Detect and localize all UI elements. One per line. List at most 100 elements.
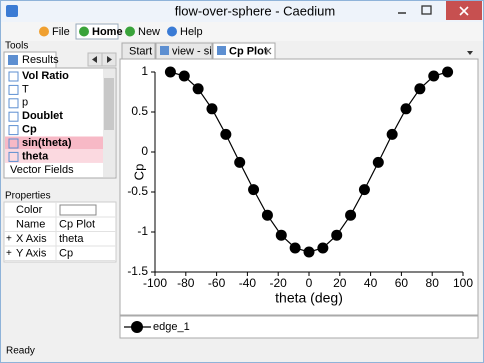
close-button[interactable] bbox=[446, 1, 482, 20]
item-highlight bbox=[5, 149, 103, 163]
ribbon bbox=[1, 22, 483, 41]
x-tick-label: 20 bbox=[333, 276, 347, 290]
data-point bbox=[289, 242, 301, 254]
data-point bbox=[345, 209, 357, 221]
vector-fields-group: Vector Fields bbox=[10, 164, 74, 176]
x-tick-label: -20 bbox=[270, 276, 288, 290]
document-tab-label: Cp Plot bbox=[229, 45, 268, 57]
prop-value: theta bbox=[59, 233, 84, 245]
expand-toggle: + bbox=[6, 234, 12, 245]
data-point bbox=[234, 156, 246, 168]
x-tick-label: -40 bbox=[239, 276, 257, 290]
item-icon bbox=[8, 111, 19, 122]
x-tick-label: -80 bbox=[177, 276, 195, 290]
ribbon-icon bbox=[79, 26, 89, 37]
prop-value: Cp Plot bbox=[59, 218, 95, 230]
data-point bbox=[428, 70, 440, 82]
legend-marker bbox=[131, 321, 143, 333]
x-tick-label: 80 bbox=[426, 276, 440, 290]
app-icon bbox=[6, 5, 18, 17]
legend-panel bbox=[119, 315, 479, 339]
color-swatch[interactable] bbox=[59, 204, 97, 216]
maximize-button[interactable] bbox=[421, 5, 432, 15]
scroll-thumb[interactable] bbox=[104, 78, 114, 130]
item-icon bbox=[8, 84, 19, 95]
item-icon bbox=[8, 125, 19, 136]
results-tab-label: Results bbox=[22, 54, 59, 66]
result-item[interactable]: Cp bbox=[22, 124, 37, 136]
data-point bbox=[400, 103, 412, 115]
item-icon bbox=[8, 71, 19, 82]
arrow bbox=[107, 56, 112, 63]
result-item[interactable]: sin(theta) bbox=[22, 137, 72, 149]
tools-label: Tools bbox=[5, 41, 28, 52]
x-tick-label: 40 bbox=[364, 276, 378, 290]
result-item[interactable]: theta bbox=[22, 150, 49, 162]
arrow bbox=[92, 56, 97, 63]
legend-label: edge_1 bbox=[153, 321, 190, 333]
item-icon bbox=[8, 98, 19, 109]
result-item[interactable]: T bbox=[22, 83, 29, 95]
prop-value: Cp bbox=[59, 247, 73, 259]
prop-label: Y Axis bbox=[16, 247, 47, 259]
tab-close[interactable] bbox=[264, 47, 272, 55]
title-bar bbox=[1, 1, 483, 22]
item-icon bbox=[8, 138, 19, 149]
ribbon-icon bbox=[125, 26, 135, 37]
x-tick-label: -100 bbox=[143, 276, 167, 290]
data-point bbox=[248, 184, 260, 196]
data-point bbox=[261, 209, 273, 221]
data-point bbox=[358, 184, 370, 196]
properties-label: Properties bbox=[5, 191, 51, 202]
x-tick-label: 0 bbox=[306, 276, 313, 290]
prop-label: X Axis bbox=[16, 233, 47, 245]
ribbon-tab[interactable]: New bbox=[138, 26, 160, 38]
y-tick-label: 0 bbox=[141, 144, 148, 158]
ribbon-icon bbox=[39, 26, 49, 37]
result-item[interactable]: p bbox=[22, 97, 28, 109]
ribbon-tab[interactable]: File bbox=[52, 26, 70, 38]
status-text: Ready bbox=[6, 346, 35, 357]
x-tick-label: -60 bbox=[208, 276, 226, 290]
y-tick-label: -0.5 bbox=[127, 184, 148, 198]
x-tick-label: 60 bbox=[395, 276, 409, 290]
data-point bbox=[206, 103, 218, 115]
y-tick-label: -1 bbox=[137, 224, 148, 238]
document-tab-label: Start bbox=[129, 45, 152, 57]
data-point bbox=[442, 66, 454, 78]
expand-toggle: + bbox=[6, 248, 12, 259]
item-icon bbox=[8, 151, 19, 162]
data-point bbox=[178, 70, 190, 82]
result-item[interactable]: Doublet bbox=[22, 110, 63, 122]
data-point bbox=[331, 229, 343, 241]
plot-panel bbox=[119, 58, 479, 316]
results-icon bbox=[8, 55, 18, 65]
result-item[interactable]: Vol Ratio bbox=[22, 70, 69, 82]
y-axis-label: Cp bbox=[131, 164, 146, 181]
window-title: flow-over-sphere - Caedium bbox=[175, 3, 335, 18]
prop-label: Name bbox=[16, 218, 45, 230]
data-point bbox=[386, 128, 398, 140]
y-tick-label: 1 bbox=[141, 64, 148, 78]
data-point bbox=[303, 246, 315, 258]
item-highlight bbox=[5, 136, 103, 150]
tab-menu[interactable] bbox=[467, 51, 473, 55]
y-tick-label: 0.5 bbox=[131, 104, 148, 118]
data-point bbox=[192, 83, 204, 95]
document-tab-label: view - sim bbox=[172, 45, 221, 57]
tab-icon bbox=[160, 46, 169, 55]
data-point bbox=[414, 83, 426, 95]
tab-icon bbox=[217, 46, 226, 55]
data-point bbox=[317, 242, 329, 254]
ribbon-icon bbox=[167, 26, 177, 37]
x-tick-label: 100 bbox=[453, 276, 473, 290]
ribbon-tab[interactable]: Home bbox=[92, 26, 123, 38]
data-point bbox=[164, 66, 176, 78]
data-point bbox=[372, 156, 384, 168]
ribbon-tab[interactable]: Help bbox=[180, 26, 203, 38]
y-tick-label: -1.5 bbox=[127, 264, 148, 278]
x-axis-label: theta (deg) bbox=[275, 290, 343, 306]
prop-label: Color bbox=[16, 204, 43, 216]
data-point bbox=[275, 229, 287, 241]
